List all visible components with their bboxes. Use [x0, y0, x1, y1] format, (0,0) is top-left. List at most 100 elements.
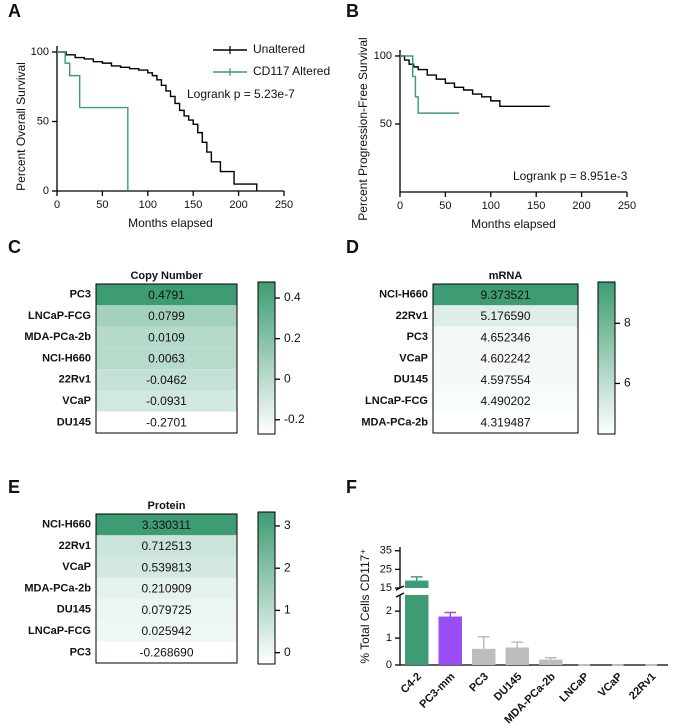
- row-label: DU145: [57, 416, 91, 428]
- error-bar: [444, 611, 457, 617]
- heatmap-cell: [96, 599, 237, 621]
- cell-value: 4.602242: [480, 352, 530, 366]
- heatmap-title: mRNA: [489, 270, 523, 282]
- row-label: LNCaP-FCG: [28, 310, 91, 322]
- survival-curve: [57, 51, 129, 191]
- cell-value: 0.025942: [141, 624, 191, 638]
- annotation: Logrank p = 5.23e-7: [187, 87, 295, 101]
- annotation: Logrank p = 8.951e-3: [513, 169, 628, 183]
- cell-value: 0.712513: [141, 539, 191, 553]
- cell-value: 0.0063: [148, 352, 185, 366]
- heatmap-border: [95, 283, 238, 434]
- x-tick-label: 150: [184, 199, 202, 211]
- heatmap-border: [95, 513, 238, 664]
- y-tick-label: 50: [37, 115, 49, 127]
- bar: [438, 616, 462, 665]
- colorbar-tick-label: 0: [284, 371, 291, 385]
- x-tick-label: 100: [139, 199, 157, 211]
- error-bar: [511, 641, 524, 648]
- y-tick-label: 1: [386, 632, 392, 644]
- row-label: MDA-PCa-2b: [24, 331, 91, 343]
- row-label: VCaP: [399, 352, 428, 364]
- heatmap-cell: [433, 347, 578, 370]
- row-label: NCI-H660: [379, 289, 428, 301]
- cell-value: -0.2701: [146, 416, 187, 430]
- cell-value: 9.373521: [480, 288, 530, 302]
- x-tick-label: LNCaP: [557, 671, 591, 705]
- bar: [539, 659, 563, 665]
- colorbar: [257, 511, 276, 665]
- x-tick-label: PC3: [467, 671, 491, 695]
- y-tick-label: 50: [380, 118, 392, 130]
- row-label: DU145: [57, 604, 91, 616]
- heatmap-cell: [433, 390, 578, 412]
- survival-curve: [400, 55, 460, 114]
- cell-value: 0.539813: [141, 560, 191, 574]
- cell-value: 0.0109: [148, 330, 185, 344]
- row-label: PC3: [70, 289, 91, 301]
- heatmap-cell: [96, 620, 237, 642]
- row-label: PC3: [407, 331, 428, 343]
- heatmap-cell: [433, 411, 578, 433]
- y-tick-label: 25: [380, 563, 392, 575]
- colorbar-tick-label: 1: [284, 603, 291, 617]
- row-label: 22Rv1: [59, 540, 91, 552]
- y-axis-title: % Total Cells CD117⁺: [358, 548, 372, 663]
- x-tick-label: DU145: [492, 671, 525, 704]
- x-axis-title: Months elapsed: [471, 217, 556, 231]
- heatmap-title: Protein: [148, 500, 186, 512]
- survival-curve: [57, 51, 258, 191]
- heatmap-border: [432, 283, 579, 434]
- heatmap-cell: [96, 411, 237, 433]
- axis-break: [395, 592, 405, 598]
- error-bar: [410, 576, 423, 581]
- colorbar-tick-label: 0.4: [284, 290, 301, 304]
- panel-label: F: [346, 477, 357, 497]
- x-axis-title: Months elapsed: [128, 216, 213, 230]
- x-tick-label: 200: [572, 200, 590, 212]
- y-tick-label: 100: [374, 50, 392, 62]
- heatmap-cell: [433, 326, 578, 348]
- colorbar-tick-label: 0.2: [284, 331, 301, 345]
- colorbar-tick-label: 0: [284, 645, 291, 659]
- error-bar: [544, 656, 557, 660]
- panel-label: B: [346, 1, 359, 21]
- heatmap-title: Copy Number: [130, 270, 203, 282]
- x-tick-label: C4-2: [399, 671, 424, 696]
- row-label: VCaP: [62, 395, 91, 407]
- colorbar-tick-label: 6: [624, 376, 631, 390]
- cell-value: 3.330311: [142, 518, 191, 532]
- panel-label: C: [8, 237, 21, 257]
- y-tick-label: 2: [386, 605, 392, 617]
- row-label: MDA-PCa-2b: [24, 582, 91, 594]
- cell-value: 4.490202: [480, 394, 530, 408]
- colorbar-tick-label: -0.2: [284, 412, 305, 426]
- heatmap-cell: [96, 641, 237, 663]
- x-tick-label: 50: [439, 200, 451, 212]
- colorbar-tick-label: 8: [624, 315, 631, 329]
- colorbar-tick-label: 3: [284, 518, 291, 532]
- error-bar: [477, 635, 490, 649]
- row-label: MDA-PCa-2b: [361, 416, 428, 428]
- heatmap-cell: [96, 577, 237, 600]
- cell-value: 5.176590: [480, 309, 530, 323]
- legend-label: Unaltered: [253, 42, 305, 56]
- y-tick-label: 0: [386, 659, 392, 671]
- y-tick-label: 35: [380, 545, 392, 557]
- row-label: PC3: [70, 646, 91, 658]
- bar-lower: [405, 595, 429, 665]
- cell-value: 4.597554: [480, 373, 530, 387]
- y-tick-label: 15: [380, 582, 392, 594]
- heatmap-cell: [96, 369, 237, 391]
- cell-value: 4.319487: [480, 416, 530, 430]
- heatmap-cell: [96, 556, 237, 578]
- cell-value: 0.4791: [148, 288, 185, 302]
- row-label: DU145: [394, 374, 428, 386]
- row-label: LNCaP-FCG: [365, 395, 428, 407]
- cell-value: 4.652346: [480, 330, 530, 344]
- heatmap-cell: [96, 514, 237, 536]
- heatmap-cell: [96, 390, 237, 412]
- x-tick-label: 100: [482, 200, 500, 212]
- y-tick-label: 100: [31, 46, 49, 58]
